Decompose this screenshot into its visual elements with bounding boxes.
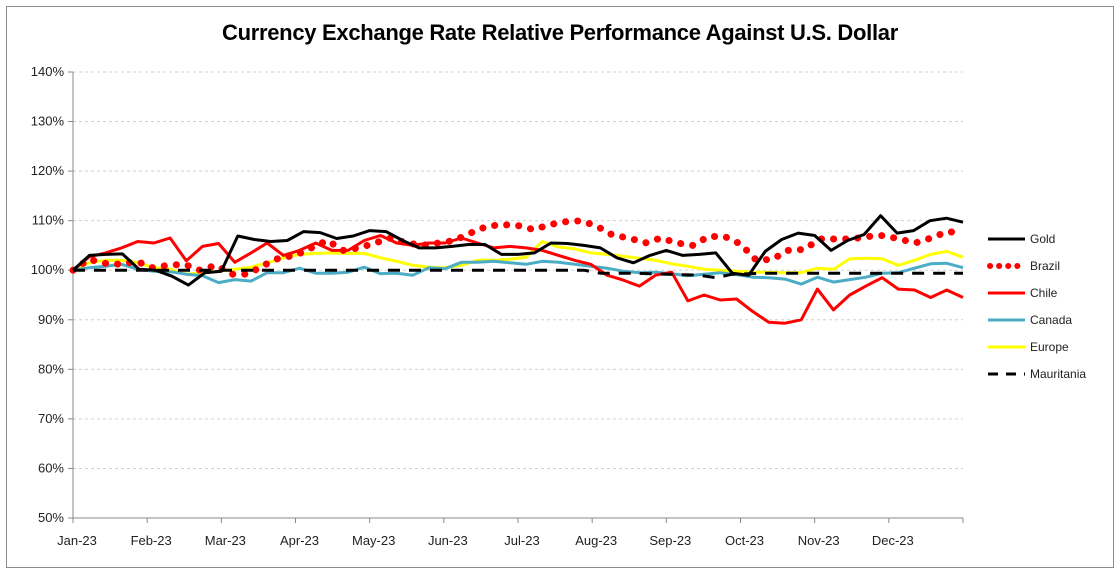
legend-label-canada: Canada bbox=[1030, 313, 1072, 327]
x-tick-label: May-23 bbox=[352, 533, 395, 548]
y-tick-label: 120% bbox=[31, 163, 65, 178]
series-lines bbox=[69, 214, 967, 325]
y-tick-label: 100% bbox=[31, 262, 65, 277]
x-tick-label: Jul-23 bbox=[504, 533, 539, 548]
x-tick-label: Jun-23 bbox=[428, 533, 468, 548]
series-canada-line bbox=[72, 259, 964, 286]
legend-label-brazil: Brazil bbox=[1030, 259, 1060, 273]
series-mauritania-line bbox=[73, 268, 963, 280]
x-tick-label: Aug-23 bbox=[575, 533, 617, 548]
axes bbox=[72, 72, 963, 519]
y-tick-label: 60% bbox=[38, 460, 64, 475]
chart-title: Currency Exchange Rate Relative Performa… bbox=[222, 20, 898, 45]
y-tick-label: 110% bbox=[32, 213, 65, 228]
x-tick-label: Sep-23 bbox=[649, 533, 691, 548]
x-tick-label: Dec-23 bbox=[872, 533, 914, 548]
x-tick-label: Mar-23 bbox=[205, 533, 246, 548]
series-chile-line bbox=[72, 234, 964, 325]
legend-label-gold: Gold bbox=[1030, 232, 1055, 246]
x-tick-label: Nov-23 bbox=[798, 533, 840, 548]
legend: Gold Brazil Chile Canada Europe Mauritania bbox=[987, 232, 1086, 381]
y-tick-label: 70% bbox=[38, 411, 64, 426]
legend-label-mauritania: Mauritania bbox=[1030, 367, 1086, 381]
y-tick-label: 90% bbox=[38, 312, 64, 327]
chart-frame bbox=[6, 6, 1114, 568]
y-tick-label: 50% bbox=[38, 510, 64, 525]
y-tick-label: 140% bbox=[31, 64, 65, 79]
legend-label-europe: Europe bbox=[1030, 340, 1069, 354]
x-tick-label: Oct-23 bbox=[725, 533, 764, 548]
y-axis-ticks: 50% 60% 70% 80% 90% 100% 110% 120% 130% 140% bbox=[31, 64, 73, 525]
x-tick-label: Apr-23 bbox=[280, 533, 319, 548]
x-axis-ticks: Jan-23 Feb-23 Mar-23 Apr-23 May-23 Jun-23 Jul-… bbox=[57, 518, 964, 548]
x-tick-label: Feb-23 bbox=[131, 533, 172, 548]
legend-label-chile: Chile bbox=[1030, 286, 1058, 300]
y-tick-label: 130% bbox=[31, 114, 65, 129]
y-tick-label: 80% bbox=[38, 361, 64, 376]
x-tick-label: Jan-23 bbox=[57, 533, 97, 548]
